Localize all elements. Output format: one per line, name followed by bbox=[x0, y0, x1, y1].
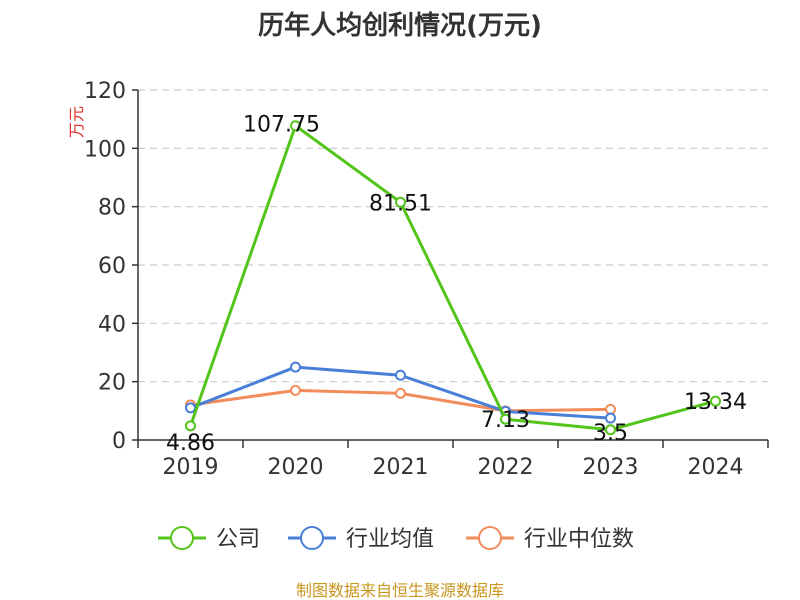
legend-swatch-marker-1 bbox=[300, 526, 324, 550]
series-lines bbox=[185, 120, 721, 436]
series-1-point-2019 bbox=[185, 402, 196, 414]
data-label-2022: 7.13 bbox=[481, 408, 530, 433]
axes: 0 20 40 60 80 100 120 2019 2020 2021 2022 2023 2024 bbox=[84, 79, 769, 480]
y-axis-unit-label: 万元 bbox=[67, 106, 86, 138]
series-0-point-2019 bbox=[185, 420, 196, 432]
data-labels: 4.86 107.75 81.51 7.13 3.5 13.34 bbox=[166, 113, 747, 456]
source-note: 制图数据来自恒生聚源数据库 bbox=[296, 581, 504, 600]
legend-item-2[interactable]: 行业中位数 bbox=[466, 526, 634, 552]
legend-swatch-marker-0 bbox=[170, 526, 194, 550]
legend-item-1[interactable]: 行业均值 bbox=[288, 526, 434, 552]
x-tick-label-2024: 2024 bbox=[688, 455, 744, 480]
series-2-point-2023 bbox=[605, 403, 616, 415]
series-line-0 bbox=[189, 124, 716, 432]
series-0-point-2022 bbox=[500, 413, 511, 425]
y-tick-label-20: 20 bbox=[98, 371, 126, 396]
data-label-2023: 3.5 bbox=[593, 421, 628, 446]
series-0-point-2020 bbox=[290, 120, 301, 132]
x-tick-label-2020: 2020 bbox=[268, 455, 324, 480]
data-label-2019: 4.86 bbox=[166, 431, 215, 456]
y-tick-label-60: 60 bbox=[98, 254, 126, 279]
legend-item-0[interactable]: 公司 bbox=[158, 526, 260, 552]
legend-label-2: 行业中位数 bbox=[524, 527, 634, 552]
series-0-point-2023 bbox=[605, 424, 616, 436]
chart-title: 历年人均创利情况(万元) bbox=[258, 10, 542, 41]
series-1-point-2020 bbox=[290, 361, 301, 373]
legend-label-1: 行业均值 bbox=[346, 527, 434, 552]
x-tick-label-2019: 2019 bbox=[163, 455, 219, 480]
legend[interactable]: 公司 行业均值 行业中位数 bbox=[158, 526, 634, 552]
grid-lines bbox=[138, 89, 768, 383]
legend-swatch-marker-2 bbox=[478, 526, 502, 550]
x-tick-label-2021: 2021 bbox=[373, 455, 429, 480]
series-2-point-2020 bbox=[290, 384, 301, 396]
series-2-point-2021 bbox=[395, 387, 406, 399]
y-tick-label-120: 120 bbox=[84, 79, 126, 104]
data-label-2020: 107.75 bbox=[243, 113, 320, 138]
series-0-point-2021 bbox=[395, 196, 406, 208]
data-label-2024: 13.34 bbox=[684, 390, 747, 415]
series-0-point-2024 bbox=[710, 395, 721, 407]
series-1-point-2023 bbox=[605, 412, 616, 424]
y-tick-label-0: 0 bbox=[112, 429, 126, 454]
x-tick-label-2022: 2022 bbox=[478, 455, 534, 480]
y-tick-label-40: 40 bbox=[98, 312, 126, 337]
x-tick-label-2023: 2023 bbox=[583, 455, 639, 480]
y-tick-label-100: 100 bbox=[84, 137, 126, 162]
series-1-point-2021 bbox=[395, 369, 406, 381]
legend-label-0: 公司 bbox=[216, 527, 260, 552]
data-label-2021: 81.51 bbox=[369, 191, 432, 216]
y-tick-label-80: 80 bbox=[98, 196, 126, 221]
